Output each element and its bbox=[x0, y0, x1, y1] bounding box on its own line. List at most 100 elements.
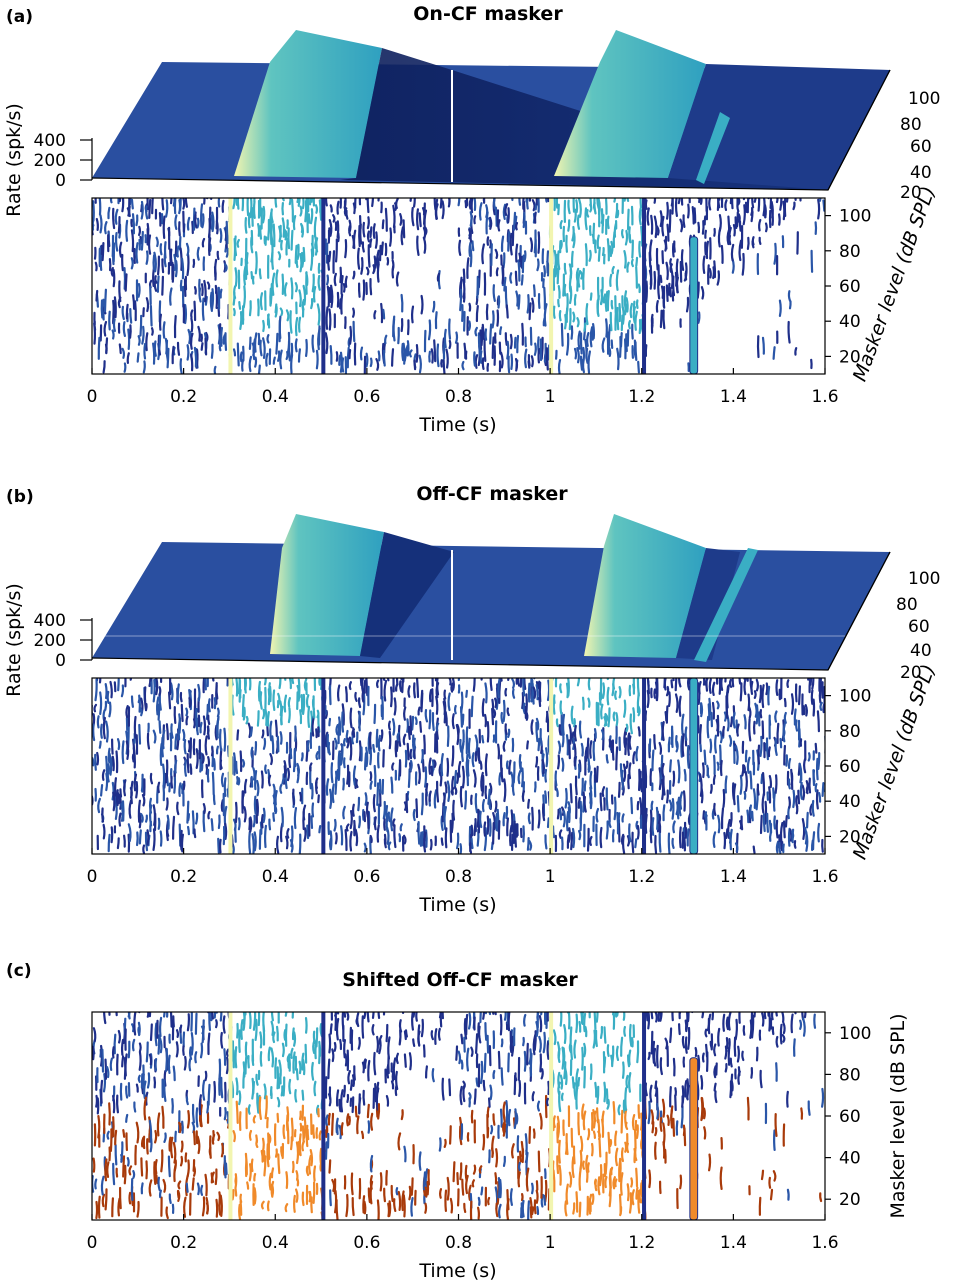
contour-segment bbox=[257, 223, 261, 237]
contour-segment bbox=[252, 1115, 257, 1124]
contour-segment bbox=[814, 783, 818, 793]
contour-segment bbox=[422, 236, 427, 254]
contour-segment bbox=[325, 1114, 329, 1127]
contour-segment bbox=[401, 1190, 405, 1212]
contour-segment bbox=[317, 794, 320, 804]
contour-segment bbox=[351, 1074, 355, 1087]
contour-segment bbox=[699, 198, 703, 205]
contour-segment bbox=[280, 1085, 284, 1097]
contour-segment bbox=[266, 725, 269, 737]
contour-segment bbox=[250, 1158, 254, 1173]
contour-segment bbox=[391, 718, 396, 736]
contour-segment bbox=[724, 199, 728, 211]
contour-segment bbox=[174, 260, 178, 278]
contour-segment bbox=[268, 818, 272, 831]
contour-segment bbox=[667, 832, 671, 854]
contour-segment bbox=[507, 728, 511, 738]
contour-segment bbox=[499, 326, 503, 336]
x-tick-label: 0.6 bbox=[353, 387, 380, 407]
contour-segment bbox=[110, 267, 114, 277]
contour-segment bbox=[665, 261, 669, 281]
contour-segment bbox=[683, 837, 687, 852]
contour-segment bbox=[655, 300, 659, 313]
contour-segment bbox=[661, 215, 665, 237]
contour-segment bbox=[500, 1067, 504, 1086]
contour-segment bbox=[186, 1159, 190, 1178]
contour-segment bbox=[700, 1075, 704, 1090]
contour-segment bbox=[555, 718, 559, 728]
contour-segment bbox=[533, 211, 537, 224]
contour-segment bbox=[589, 770, 593, 790]
contour-segment bbox=[345, 823, 350, 832]
contour-segment bbox=[624, 1141, 628, 1153]
contour-segment bbox=[413, 198, 416, 208]
contour-segment bbox=[611, 1045, 615, 1065]
contour-segment bbox=[145, 250, 149, 265]
contour-segment bbox=[112, 268, 116, 288]
contour-segment bbox=[351, 735, 355, 745]
contour-segment bbox=[563, 1023, 567, 1044]
contour-segment bbox=[586, 827, 590, 852]
contour-segment bbox=[729, 812, 733, 827]
contour-segment bbox=[248, 830, 252, 854]
contour-segment bbox=[751, 810, 754, 822]
contour-segment bbox=[618, 1157, 622, 1179]
contour-segment bbox=[537, 231, 541, 254]
contour-segment bbox=[698, 724, 702, 745]
contour-segment bbox=[496, 309, 500, 327]
contour-segment bbox=[290, 277, 294, 300]
contour-segment bbox=[775, 1062, 778, 1082]
contour-segment bbox=[609, 1138, 613, 1148]
contour-segment bbox=[172, 1065, 176, 1082]
contour-segment bbox=[731, 782, 735, 801]
contour-segment bbox=[742, 764, 746, 774]
contour-segment bbox=[509, 232, 513, 256]
contour-segment bbox=[456, 723, 460, 736]
contour-segment bbox=[604, 1151, 608, 1175]
contour-segment bbox=[108, 1012, 111, 1016]
contour-segment bbox=[440, 837, 444, 846]
depth-tick-label: 80 bbox=[896, 595, 918, 615]
contour-segment bbox=[583, 1065, 586, 1089]
contour-segment bbox=[158, 334, 162, 350]
contour-segment bbox=[409, 748, 413, 760]
contour-segment bbox=[237, 678, 241, 695]
contour-segment bbox=[204, 678, 207, 691]
contour-plot bbox=[91, 197, 826, 375]
contour-segment bbox=[482, 1079, 486, 1092]
contour-segment bbox=[557, 1071, 561, 1089]
contour-segment bbox=[746, 1096, 750, 1121]
contour-segment bbox=[291, 198, 295, 223]
contour-segment bbox=[219, 748, 223, 771]
contour-segment bbox=[500, 235, 505, 252]
contour-segment bbox=[248, 1012, 252, 1030]
contour-segment bbox=[277, 350, 281, 362]
contour-segment bbox=[272, 356, 276, 365]
contour-segment bbox=[494, 697, 498, 709]
contour-segment bbox=[761, 1012, 765, 1027]
contour-segment bbox=[674, 678, 678, 692]
contour-segment bbox=[552, 1169, 556, 1193]
contour-segment bbox=[365, 746, 369, 768]
contour-segment bbox=[127, 328, 131, 350]
contour-segment bbox=[179, 1155, 184, 1167]
contour-segment bbox=[269, 720, 273, 742]
contour-segment bbox=[451, 745, 455, 767]
contour-segment bbox=[576, 214, 581, 230]
contour-segment bbox=[253, 1187, 257, 1205]
contour-segment bbox=[258, 268, 262, 280]
contour-segment bbox=[363, 842, 367, 853]
contour-segment bbox=[373, 255, 377, 273]
contour-segment bbox=[621, 1061, 625, 1079]
contour-segment bbox=[462, 1080, 466, 1089]
contour-segment bbox=[178, 221, 181, 237]
contour-segment bbox=[494, 206, 498, 227]
contour-segment bbox=[180, 703, 184, 723]
contour-segment bbox=[104, 1188, 108, 1211]
contour-segment bbox=[298, 316, 302, 333]
contour-segment bbox=[285, 237, 289, 256]
contour-segment bbox=[724, 1063, 728, 1073]
contour-segment bbox=[764, 222, 768, 233]
contour-segment bbox=[787, 758, 792, 769]
contour-segment bbox=[106, 690, 110, 704]
